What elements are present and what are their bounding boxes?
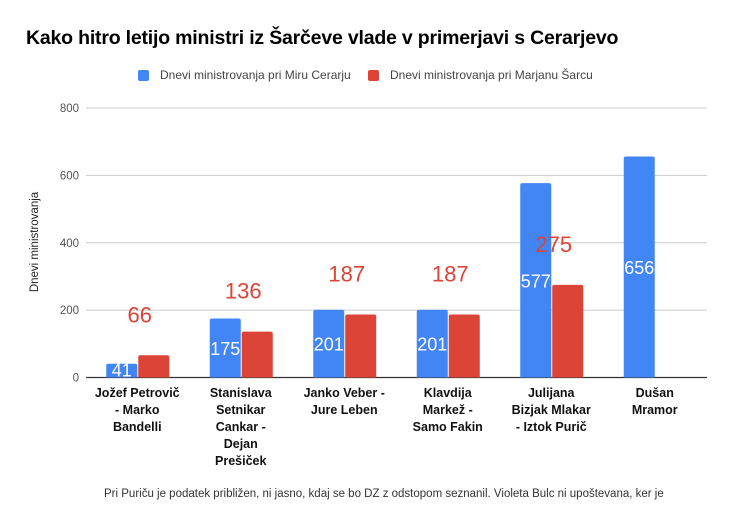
x-tick-label-line: - Iztok Purič — [516, 420, 587, 434]
x-tick-label-line: Prešiček — [215, 454, 266, 468]
footnote: Pri Puriču je podatek približen, ni jasn… — [104, 488, 664, 500]
y-tick-label: 600 — [60, 170, 79, 182]
data-label-cerar: 201 — [417, 335, 447, 355]
x-tick-label-line: - Marko — [115, 403, 160, 417]
x-tick-label: Julijana Bizjak Mlakar - Iztok Purič — [512, 386, 591, 434]
x-tick-label-line: Julijana — [528, 386, 576, 400]
legend-label-sarec: Dnevi ministrovanja pri Marjanu Šarcu — [390, 68, 593, 82]
legend-label-cerar: Dnevi ministrovanja pri Miru Cerarju — [160, 68, 351, 82]
bar-cerar — [106, 363, 138, 378]
y-tick-label: 400 — [60, 238, 79, 250]
bar-cerar — [313, 309, 345, 378]
y-tick-label: 200 — [60, 305, 79, 317]
data-label-sarec: 275 — [535, 232, 572, 257]
chart-title: Kako hitro letijo ministri iz Šarčeve vl… — [26, 27, 619, 49]
data-label-cerar: 41 — [112, 361, 132, 381]
bar-cerar — [209, 318, 241, 378]
bar-cerar — [520, 183, 552, 378]
x-tick-label-line: Jure Leben — [311, 403, 378, 417]
bar-sarec — [241, 331, 273, 378]
data-label-sarec: 66 — [128, 302, 152, 327]
y-tick-label: 800 — [60, 103, 79, 115]
bar-sarec — [138, 355, 170, 378]
x-tick-label-line: Dušan — [636, 386, 674, 400]
data-label-cerar: 577 — [521, 271, 551, 291]
x-tick-label-line: Bandelli — [113, 420, 162, 434]
x-tick-label-line: Setnikar — [216, 403, 265, 417]
legend: Dnevi ministrovanja pri Miru Cerarju Dne… — [0, 68, 734, 82]
legend-swatch-cerar — [138, 69, 149, 81]
data-label-sarec: 187 — [432, 262, 469, 287]
data-label-cerar: 656 — [624, 258, 654, 278]
x-tick-label-line: Dejan — [224, 437, 258, 451]
x-tick-label-line: Stanislava — [210, 386, 273, 400]
x-tick-label-line: Samo Fakin — [413, 420, 483, 434]
x-tick-label: Janko Veber - Jure Leben — [304, 386, 385, 417]
y-tick-label: 0 — [73, 373, 79, 385]
x-tick-label-line: Klavdija — [424, 386, 473, 400]
data-label-cerar: 175 — [210, 339, 240, 359]
data-label-cerar: 201 — [314, 335, 344, 355]
bar-sarec — [448, 314, 480, 378]
x-tick-label: Klavdija Markež - Samo Fakin — [413, 386, 483, 434]
bar-cerar — [623, 156, 655, 378]
x-tick-label: Stanislava Setnikar Cankar - Dejan Prešiček — [210, 386, 273, 468]
x-tick-label: Dušan Mramor — [632, 386, 678, 417]
x-tick-label-line: Bizjak Mlakar — [512, 403, 591, 417]
y-axis-label: Dnevi ministrovanja — [29, 191, 41, 292]
data-label-sarec: 187 — [328, 262, 365, 287]
legend-item-cerar: Dnevi ministrovanja pri Miru Cerarju — [138, 68, 351, 82]
x-tick-label-line: Janko Veber - — [304, 386, 385, 400]
legend-swatch-sarec — [368, 69, 379, 81]
bar-sarec — [552, 284, 584, 378]
bar-cerar — [416, 309, 448, 378]
x-tick-label-line: Cankar - — [216, 420, 266, 434]
x-tick-label-line: Mramor — [632, 403, 678, 417]
x-tick-label-line: Markež - — [423, 403, 473, 417]
data-label-sarec: 136 — [225, 279, 262, 304]
legend-item-sarec: Dnevi ministrovanja pri Marjanu Šarcu — [368, 68, 593, 82]
bar-sarec — [345, 314, 377, 378]
x-tick-label-line: Jožef Petrovič — [95, 386, 180, 400]
x-tick-label: Jožef Petrovič - Marko Bandelli — [95, 386, 180, 434]
